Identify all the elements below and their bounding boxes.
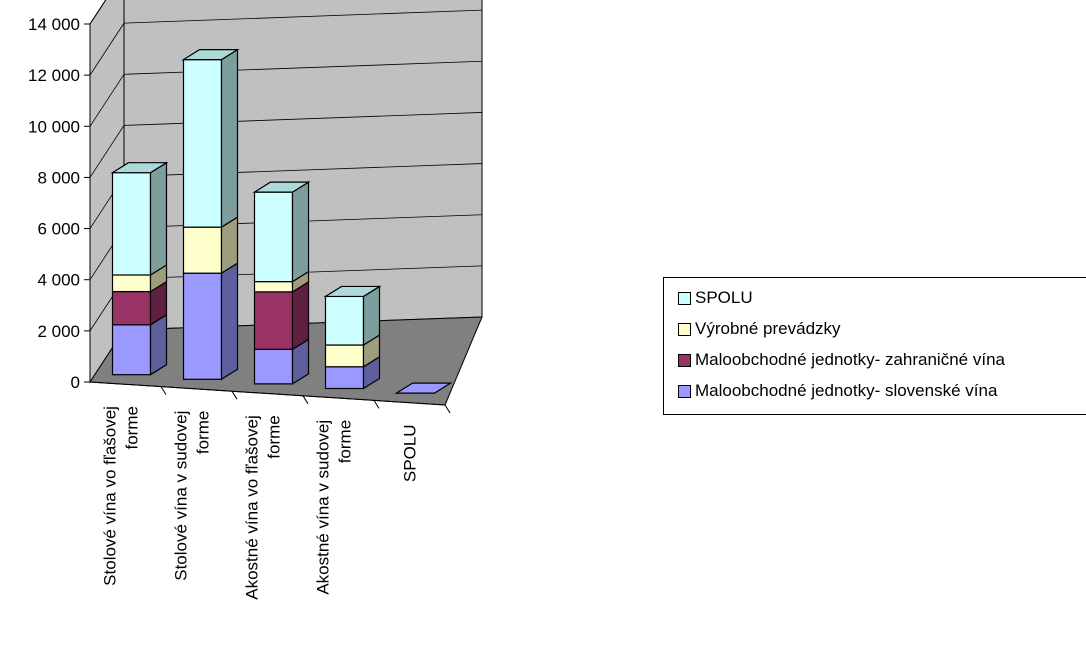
y-tick-label: 6 000 xyxy=(37,220,80,239)
y-axis-tick-labels: 0 2 000 4 000 6 000 8 000 10 000 12 000 14 000 xyxy=(28,15,90,392)
legend-label: Maloobchodné jednotky- zahraničné vína xyxy=(695,350,1005,369)
gridline-side xyxy=(89,0,107,25)
bar-segment xyxy=(324,295,365,346)
bar-segment-top xyxy=(252,181,311,193)
bar-segment-side xyxy=(149,161,168,277)
bar-segment-top xyxy=(110,162,169,174)
bar-segment xyxy=(111,324,152,376)
x-category-label: Stolové vína vo fľašovej forme xyxy=(101,406,142,586)
bar-segment xyxy=(111,290,152,326)
legend: SPOLU Výrobné prevádzky Maloobchodné jedno… xyxy=(663,277,1086,415)
x-tick-mark xyxy=(444,404,451,414)
bar-segment xyxy=(182,226,223,274)
x-category-label: Stolové vína v sudovej forme xyxy=(172,411,213,581)
x-tick-mark xyxy=(231,390,238,400)
x-category-label: SPOLU xyxy=(401,424,420,482)
legend-item: Maloobchodné jednotky- slovenské vína xyxy=(678,380,997,402)
y-tick-label: 12 000 xyxy=(28,66,80,85)
y-tick-label: 8 000 xyxy=(37,168,80,187)
legend-swatch xyxy=(678,291,691,305)
x-tick-mark xyxy=(373,400,380,409)
legend-swatch xyxy=(678,384,691,398)
legend-label: Maloobchodné jednotky- slovenské vína xyxy=(695,381,998,400)
bar-segment xyxy=(182,272,223,380)
axes xyxy=(89,24,446,406)
legend-label: Výrobné prevádzky xyxy=(695,319,841,338)
gridline-side xyxy=(89,22,125,76)
legend-item: Maloobchodné jednotky- zahraničné vína xyxy=(678,349,1005,371)
y-tick-label: 14 000 xyxy=(28,15,80,34)
bar-segment-side xyxy=(291,181,310,283)
legend-label: SPOLU xyxy=(695,288,753,307)
x-axis-tick-labels: Stolové vína vo fľašovej forme Stolové vín… xyxy=(101,386,451,600)
bar-segment-top xyxy=(181,49,240,61)
legend-item: Výrobné prevádzky xyxy=(678,318,841,340)
bar-segment-side xyxy=(220,48,239,229)
bar-segment-side xyxy=(291,280,310,351)
gridline xyxy=(123,9,483,24)
bar-segment-top xyxy=(323,285,382,298)
bar-segment xyxy=(253,191,294,283)
y-tick-label: 0 xyxy=(71,373,80,392)
x-tick-mark xyxy=(302,395,309,405)
bar-segment xyxy=(253,348,294,385)
legend-swatch xyxy=(678,353,691,367)
bar-segment xyxy=(253,291,294,350)
bar-segment xyxy=(324,344,365,368)
bar-segment xyxy=(394,382,453,394)
legend-swatch xyxy=(678,322,691,336)
x-axis xyxy=(89,381,446,406)
bar-segment xyxy=(111,274,152,293)
bar-segment xyxy=(111,172,152,276)
bar-segment xyxy=(182,59,223,228)
legend-item: SPOLU xyxy=(678,287,753,309)
x-tick-mark xyxy=(160,386,167,395)
bar-segment xyxy=(324,366,365,390)
bars xyxy=(110,48,453,394)
x-category-label: Akostné vína v sudovej forme xyxy=(314,420,355,595)
y-tick-label: 10 000 xyxy=(28,117,80,136)
bar-segment-side xyxy=(220,262,239,381)
y-tick-label: 4 000 xyxy=(37,271,80,290)
y-tick-label: 2 000 xyxy=(37,322,80,341)
gridline-side xyxy=(89,125,125,178)
x-category-label: Akostné vína vo fľašovej forme xyxy=(243,415,284,600)
bar-segment xyxy=(253,281,294,293)
gridline-side xyxy=(89,74,125,127)
